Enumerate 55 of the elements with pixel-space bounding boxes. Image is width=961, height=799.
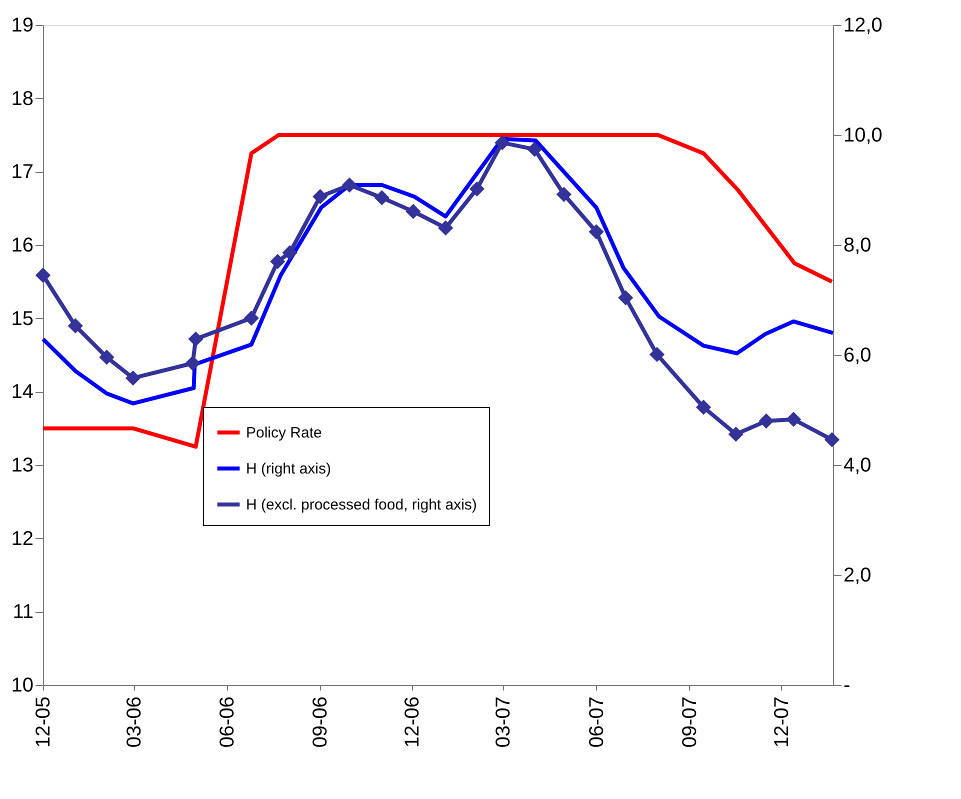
x-tick-label: 06-06: [216, 696, 239, 748]
y-tick-label: 14: [11, 381, 34, 404]
y-tick-label: 18: [11, 88, 34, 110]
y-tick-label: 19: [11, 14, 34, 36]
point: [696, 400, 712, 415]
point: [786, 412, 802, 427]
y2-tick-label: 12,0: [844, 14, 882, 36]
y2-tick-label: 2,0: [844, 564, 872, 586]
x-tick-label: 06-07: [586, 696, 608, 748]
point: [469, 181, 485, 196]
point: [244, 310, 259, 326]
x-tick-label: 12-06: [402, 696, 424, 748]
point: [99, 350, 114, 365]
x-tick-label: 09-07: [678, 696, 701, 748]
y-tick-label: 12: [11, 528, 34, 550]
y2-tick-label: 4,0: [844, 454, 872, 476]
legend-label: H (right axis): [246, 460, 332, 478]
point: [588, 224, 604, 240]
y2-tick-label: 8,0: [844, 234, 872, 256]
point: [556, 186, 572, 202]
point: [728, 426, 744, 442]
y2-tick-label: -: [844, 674, 850, 696]
y-tick-label: 13: [11, 454, 34, 476]
y-tick-label: 11: [12, 601, 34, 624]
point: [188, 331, 204, 347]
point: [125, 370, 141, 386]
y2-tick-label: 6,0: [844, 344, 872, 366]
point: [824, 432, 840, 448]
point: [342, 177, 358, 193]
x-tick-label: 09-06: [310, 696, 332, 748]
x-tick-label: 12-07: [770, 696, 793, 748]
point: [527, 142, 542, 157]
y-tick-label: 15: [11, 308, 34, 330]
point: [282, 245, 298, 260]
y-tick-label: 10: [11, 674, 34, 696]
y2-tick-label: 10,0: [844, 124, 882, 146]
x-tick-label: 12-05: [32, 696, 54, 748]
point: [618, 290, 634, 306]
x-tick-label: 03-07: [492, 696, 515, 748]
y-tick-label: 17: [11, 161, 34, 184]
point: [406, 204, 421, 220]
point: [494, 135, 510, 150]
point: [185, 356, 200, 371]
point: [270, 254, 286, 270]
legend-label: Policy Rate: [246, 424, 322, 442]
x-tick-label: 03-06: [124, 696, 146, 748]
point: [374, 190, 390, 206]
point: [35, 268, 51, 283]
point: [438, 220, 454, 236]
point: [312, 189, 328, 204]
point: [758, 413, 774, 429]
legend-label: H (excl. processed food, right axis): [246, 496, 477, 514]
point: [649, 346, 665, 362]
y-tick-label: 16: [11, 234, 34, 256]
point: [68, 318, 83, 334]
